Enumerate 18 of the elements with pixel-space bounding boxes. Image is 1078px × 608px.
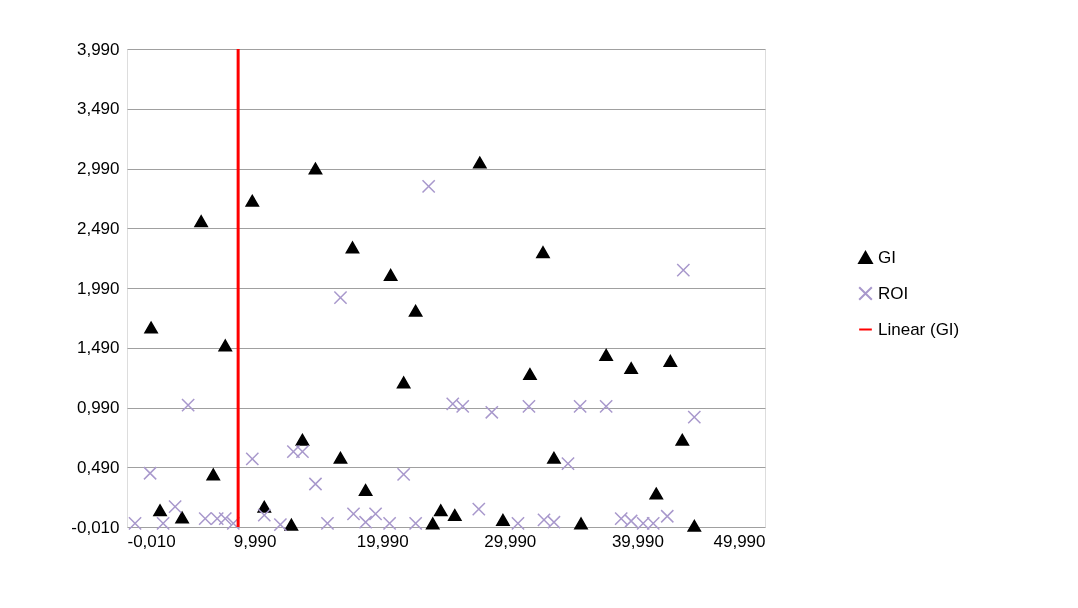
x-tick-label: 49,990 [713,531,766,551]
y-tick-label: 1,490 [76,338,120,358]
legend-label: Linear (GI) [878,319,960,339]
y-tick-label: 0,490 [76,457,120,477]
y-tick-label: 1,990 [76,278,120,298]
x-tick-label: -0,010 [127,531,176,551]
y-tick-label: 2,990 [76,159,120,178]
y-tick-label: 0,990 [76,398,120,417]
y-tick-label: 3,990 [76,39,120,59]
x-tick-label: 19,990 [356,531,409,551]
x-tick-label: 39,990 [611,531,664,551]
y-tick-label: 2,490 [76,218,120,238]
x-tick-label: 9,990 [233,531,277,551]
x-tick-label: 29,990 [484,531,537,551]
legend-label: ROI [878,283,909,303]
legend-label: GI [878,247,896,267]
y-tick-label: 3,490 [76,99,120,119]
y-tick-label: -0,010 [71,517,120,537]
